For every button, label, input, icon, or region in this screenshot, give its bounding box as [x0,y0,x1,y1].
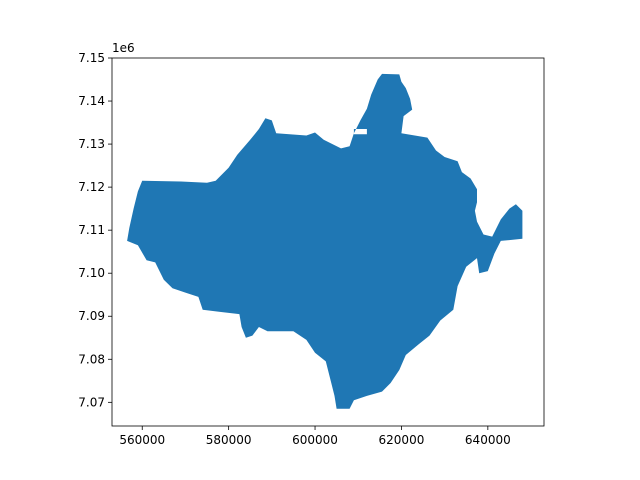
y-tick-label: 7.09 [78,309,105,323]
axes: 560000 580000 600000 620000 640000 7.077.087… [78,41,545,447]
y-tick-label: 7.13 [78,137,105,151]
x-tick-label: 580000 [206,433,252,447]
y-tick-label: 7.14 [78,94,105,108]
axes-frame [111,57,545,427]
y-tick-label: 7.07 [78,395,105,409]
x-axis: 560000 580000 600000 620000 640000 [119,426,511,447]
y-axis: 7.07 7.08 7.09 7.10 7.11 7.12 7.13 7.14 7.15 [78,51,112,409]
x-tick-label: 560000 [119,433,165,447]
x-tick-label: 640000 [465,433,511,447]
y-tick-label: 7.15 [78,51,105,65]
y-tick-label: 7.12 [78,180,105,194]
y-tick-label: 7.08 [78,352,105,366]
y-offset-label: 1e6 [112,41,135,55]
y-tick-label: 7.11 [78,223,105,237]
x-tick-label: 600000 [292,433,338,447]
region-polygon [127,73,523,409]
y-tick-label: 7.10 [78,266,105,280]
x-tick-label: 620000 [379,433,425,447]
